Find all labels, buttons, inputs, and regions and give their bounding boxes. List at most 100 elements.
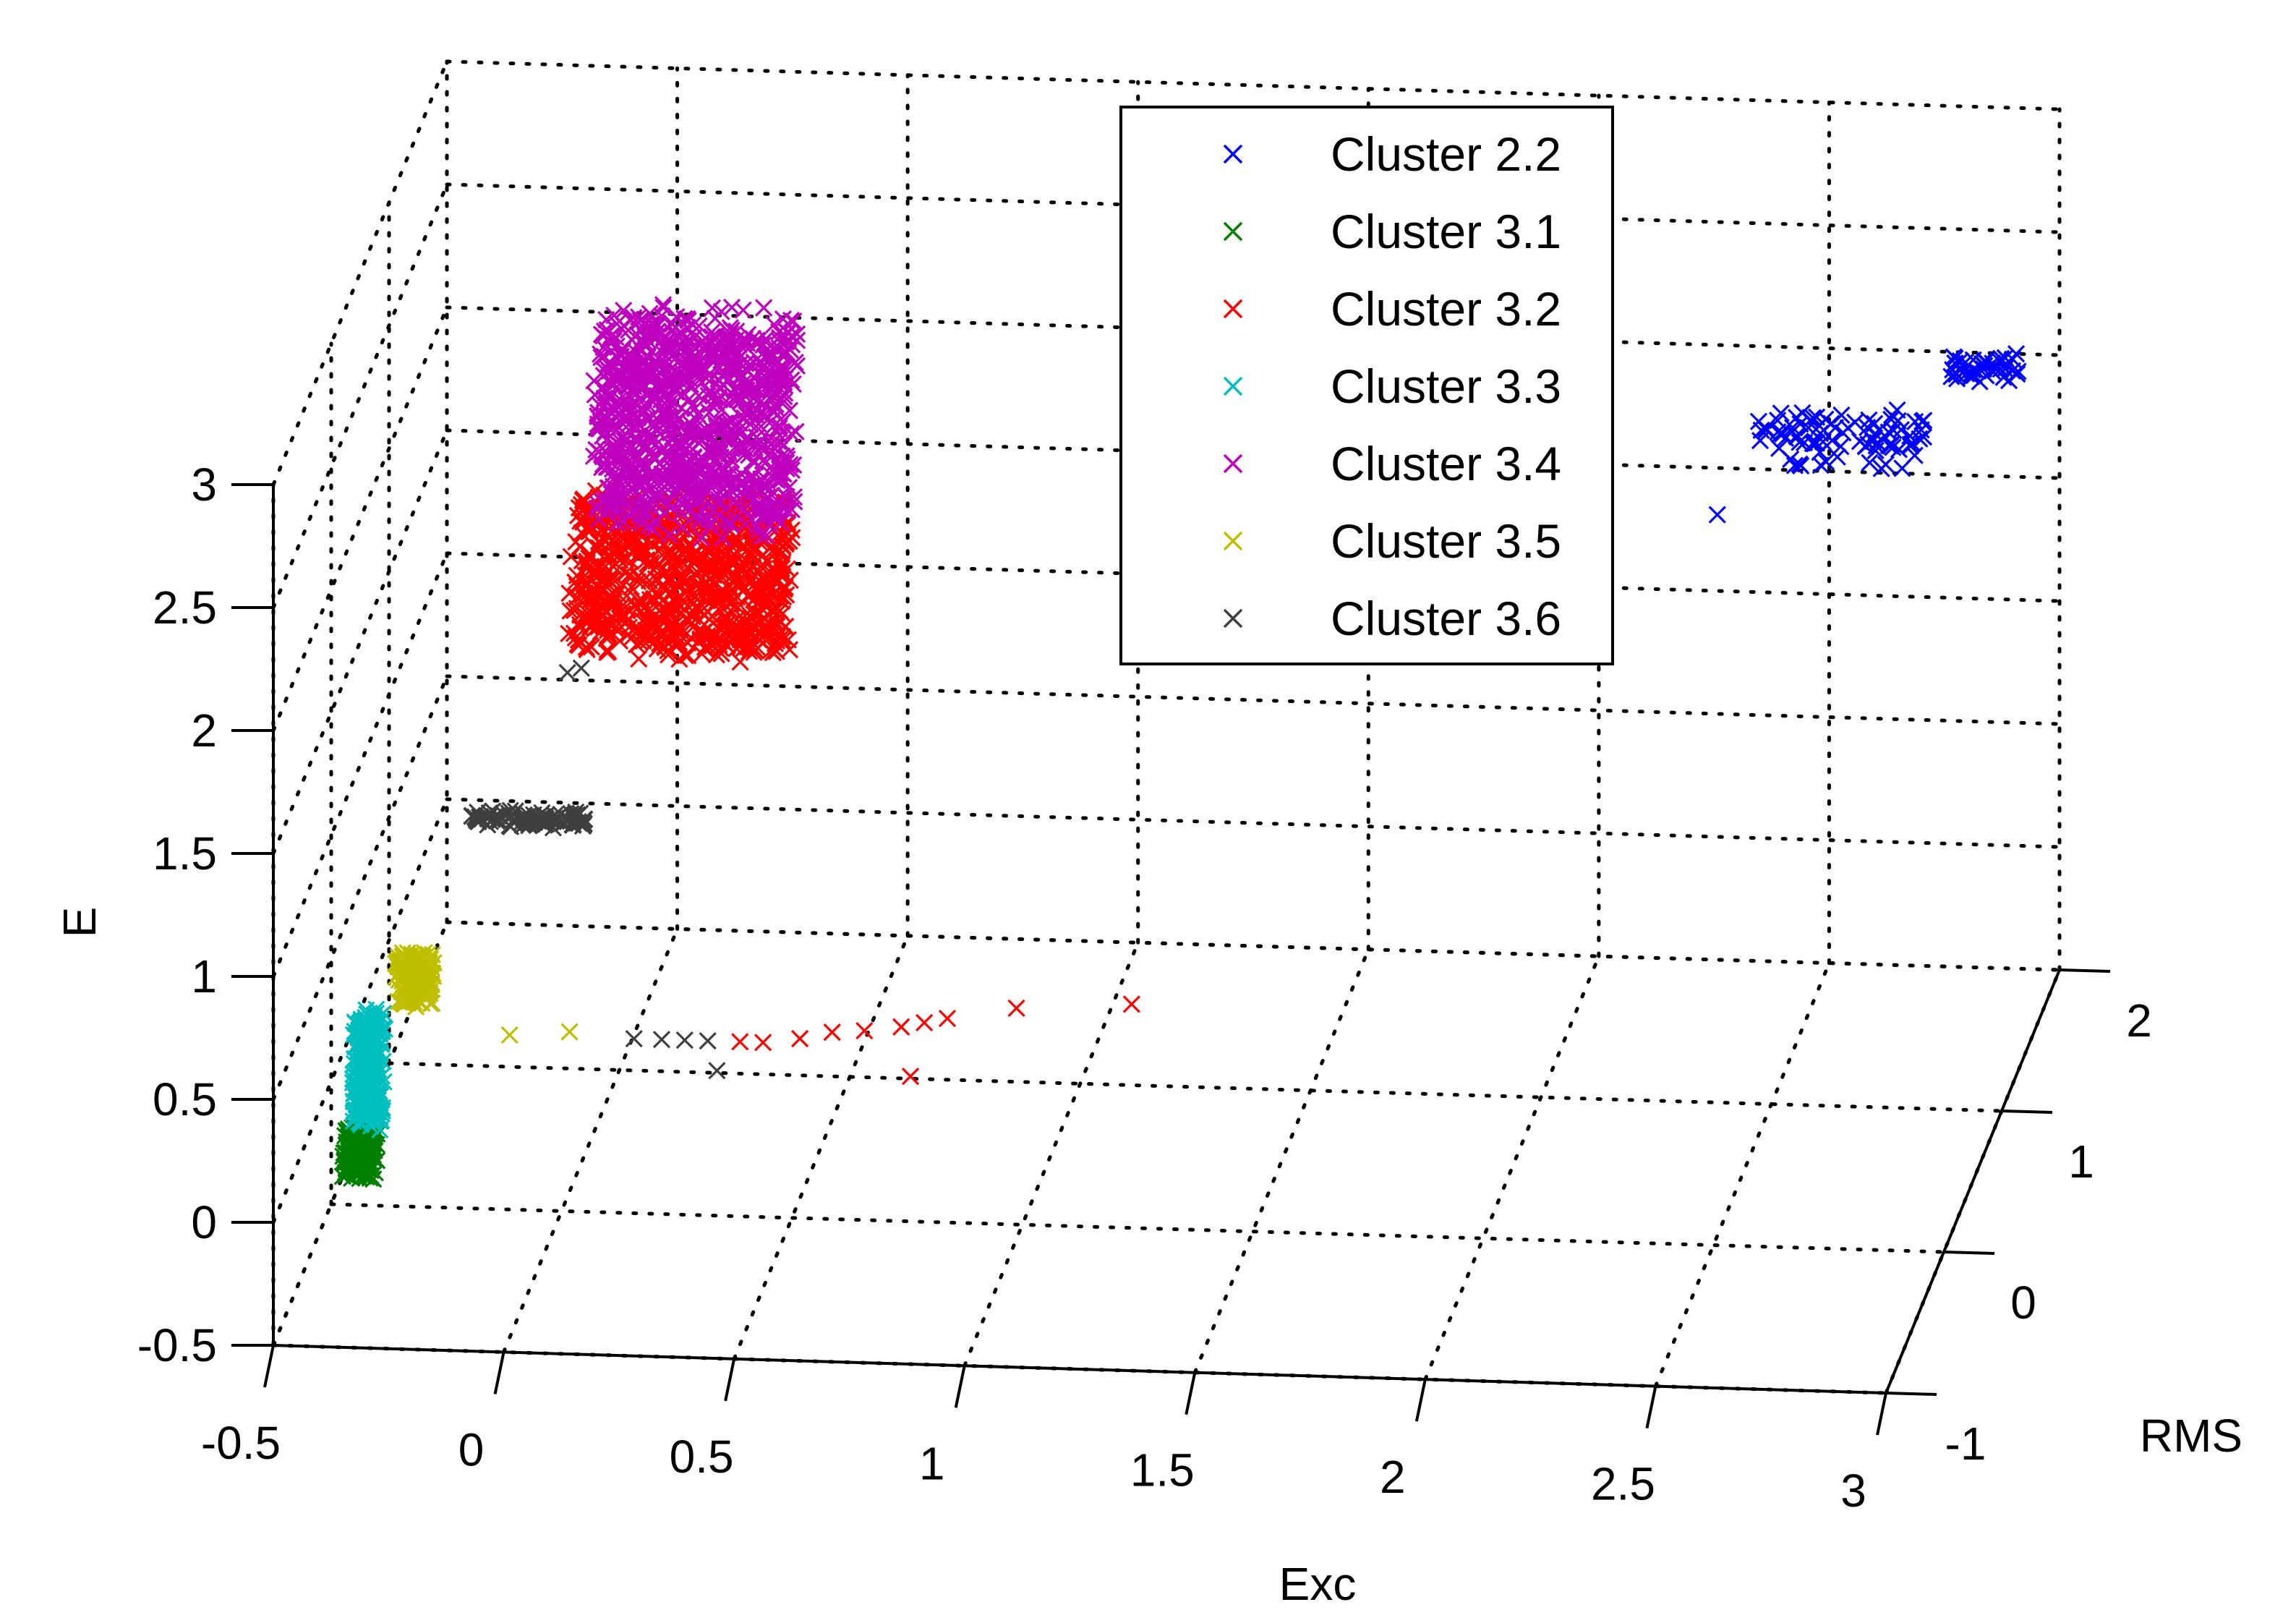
point-cluster-3-2 <box>722 624 740 642</box>
z-tick-label: 1 <box>191 950 217 1002</box>
point-cluster-3-2 <box>605 609 623 627</box>
grid-line <box>1192 947 1370 1375</box>
legend-label: Cluster 3.3 <box>1331 359 1561 413</box>
point-cluster-3-4 <box>672 503 691 521</box>
point-cluster-3-4 <box>654 504 673 522</box>
point-cluster-3-2 <box>660 595 678 613</box>
point-cluster-3-2 <box>595 568 613 587</box>
point-cluster-3-2 <box>753 600 771 618</box>
point-cluster-3-3 <box>356 1070 374 1089</box>
point-cluster-3-4 <box>763 486 781 504</box>
point-cluster-2-2 <box>1901 435 1919 453</box>
point-cluster-3-4 <box>603 359 622 378</box>
point-cluster-3-2 <box>690 624 708 642</box>
point-cluster-3-2 <box>916 1013 934 1032</box>
point-cluster-3-4 <box>712 483 730 502</box>
grid-line <box>271 182 449 610</box>
point-cluster-3-2 <box>744 556 762 574</box>
axes: -0.5 0 0.5 1 1.5 2 2.5 3 -1 0 1 2 -0.5 0 0.5 1 1.5 2 2.5 3 E… <box>54 459 2242 1610</box>
legend-label: Cluster 3.6 <box>1331 592 1561 645</box>
grid-line <box>732 934 910 1361</box>
point-cluster-3-4 <box>693 529 711 548</box>
point-cluster-2-2 <box>1860 411 1878 429</box>
point-cluster-3-4 <box>707 411 726 430</box>
point-cluster-3-2 <box>572 495 590 514</box>
point-cluster-3-2 <box>608 584 627 603</box>
point-cluster-3-4 <box>641 304 659 323</box>
point-cluster-3-2 <box>675 568 693 587</box>
point-cluster-3-2 <box>589 577 607 596</box>
point-cluster-3-5 <box>407 997 425 1016</box>
point-cluster-3-5 <box>500 1026 518 1044</box>
point-cluster-3-4 <box>774 310 793 328</box>
point-cluster-3-4 <box>767 503 785 521</box>
point-cluster-2-2 <box>1807 408 1826 426</box>
point-cluster-2-2 <box>1976 353 1994 371</box>
point-cluster-3-3 <box>369 1091 388 1109</box>
legend-label: Cluster 3.2 <box>1331 282 1561 336</box>
grid-line <box>445 797 2062 849</box>
point-cluster-2-2 <box>1801 411 1819 429</box>
point-cluster-3-2 <box>599 589 618 608</box>
legend-entry: Cluster 3.4 <box>1223 437 1561 490</box>
point-cluster-3-4 <box>703 299 722 317</box>
point-cluster-3-4 <box>743 380 761 399</box>
x-tick-mark <box>1414 1379 1427 1422</box>
point-cluster-2-2 <box>1776 429 1795 448</box>
x-tick-mark <box>1876 1392 1887 1436</box>
point-cluster-3-4 <box>734 301 752 319</box>
point-cluster-3-3 <box>371 1044 389 1062</box>
point-cluster-3-6 <box>699 1031 717 1050</box>
point-cluster-3-2 <box>577 638 595 657</box>
point-cluster-3-4 <box>597 310 615 329</box>
point-cluster-2-2 <box>1877 456 1895 474</box>
grid-line <box>271 551 449 979</box>
point-cluster-3-4 <box>770 369 789 388</box>
point-cluster-3-2 <box>626 528 645 546</box>
point-cluster-3-2 <box>717 611 735 630</box>
point-cluster-3-3 <box>367 1000 385 1018</box>
point-cluster-3-4 <box>643 500 662 519</box>
point-cluster-3-4 <box>785 487 803 506</box>
point-cluster-2-2 <box>1942 367 1960 386</box>
x-tick-mark <box>1185 1372 1197 1415</box>
point-cluster-3-2 <box>676 647 694 665</box>
point-cluster-3-2 <box>604 531 622 549</box>
point-cluster-3-2 <box>1007 999 1025 1018</box>
y-tick-mark <box>2001 1109 2053 1114</box>
point-cluster-3-3 <box>368 1023 387 1042</box>
point-cluster-3-2 <box>736 613 755 632</box>
point-cluster-3-1 <box>338 1147 357 1165</box>
point-cluster-3-2 <box>667 551 686 570</box>
point-cluster-3-4 <box>694 422 712 440</box>
point-cluster-3-4 <box>649 485 667 504</box>
point-cluster-3-4 <box>682 379 700 397</box>
point-cluster-3-4 <box>739 339 757 358</box>
point-cluster-3-2 <box>567 532 585 551</box>
grid-line <box>445 305 2062 357</box>
point-cluster-3-4 <box>714 529 732 547</box>
point-cluster-3-6 <box>625 1029 643 1048</box>
point-cluster-3-4 <box>587 500 606 518</box>
point-cluster-3-2 <box>642 553 660 571</box>
point-cluster-3-4 <box>681 451 699 469</box>
point-cluster-3-2 <box>722 629 741 648</box>
point-cluster-3-2 <box>754 595 772 613</box>
grid-line <box>387 1061 2004 1113</box>
point-cluster-3-2 <box>574 490 592 508</box>
y-tick-mark <box>2059 968 2111 973</box>
point-cluster-2-2 <box>1882 406 1901 425</box>
point-cluster-3-4 <box>746 380 764 398</box>
point-cluster-3-4 <box>664 416 683 435</box>
point-cluster-3-5 <box>396 968 414 987</box>
z-axis-label: E <box>54 907 106 938</box>
point-cluster-3-4 <box>597 393 615 412</box>
x-axis-line <box>273 1344 1887 1394</box>
point-cluster-3-2 <box>938 1009 957 1028</box>
point-cluster-3-4 <box>752 527 770 545</box>
point-cluster-2-2 <box>1811 456 1830 474</box>
point-cluster-3-2 <box>783 529 801 547</box>
z-tick-label: 0 <box>191 1196 217 1248</box>
point-cluster-3-2 <box>598 643 616 662</box>
point-cluster-3-2 <box>696 548 714 567</box>
